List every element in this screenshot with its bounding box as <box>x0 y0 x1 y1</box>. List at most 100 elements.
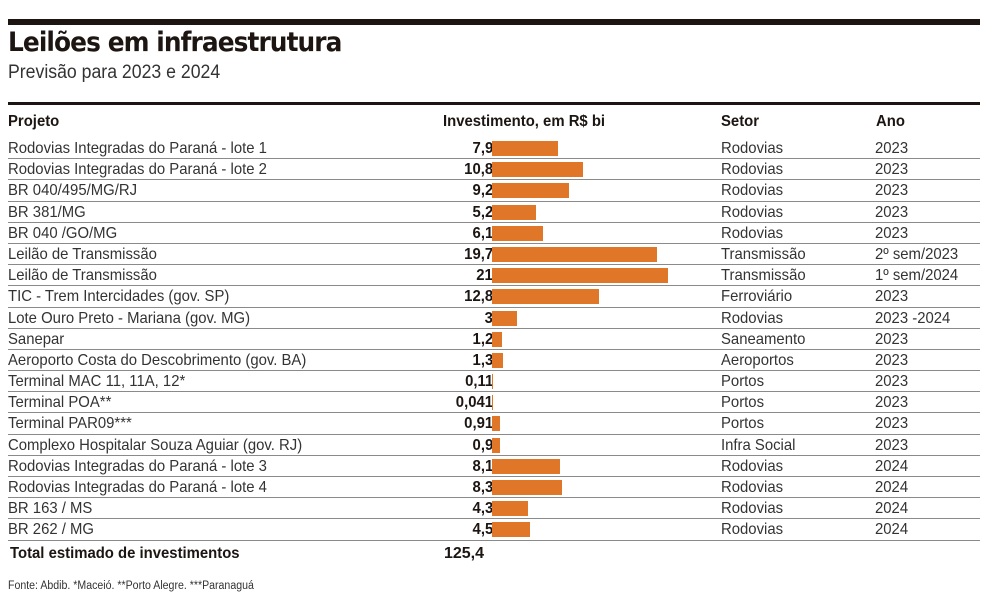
investment-value-label: 21 <box>476 267 493 285</box>
table-row: Rodovias Integradas do Paraná - lote 4 8,… <box>8 477 980 499</box>
year-label: 2023 <box>875 288 909 306</box>
table-row: Complexo Hospitalar Souza Aguiar (gov. R… <box>8 435 980 456</box>
table-row: Lote Ouro Preto - Mariana (gov. MG) 3 Rodo… <box>8 308 980 329</box>
investment-bar <box>492 225 544 241</box>
investment-bar <box>492 395 493 411</box>
investment-bar <box>492 458 560 474</box>
year-label: 2º sem/2023 <box>875 245 959 263</box>
table-row: Sanepar 1,2 Saneamento 2023 <box>8 329 980 350</box>
project-name: Sanepar <box>8 330 65 348</box>
chart-subtitle: Previsão para 2023 e 2024 <box>8 62 221 83</box>
investment-bar <box>492 289 600 305</box>
table-row: Terminal POA** 0,041 Portos 2023 <box>8 392 980 414</box>
investment-bar <box>492 416 500 432</box>
year-label: 2023 -2024 <box>875 309 951 327</box>
project-name: BR 262 / MG <box>8 521 95 539</box>
table-row: Leilão de Transmissão 19,7 Transmissão 2º s… <box>8 244 980 266</box>
investment-bar <box>492 204 536 220</box>
year-label: 2024 <box>875 500 909 518</box>
investment-value-label: 0,041 <box>455 394 493 412</box>
project-name: Complexo Hospitalar Souza Aguiar (gov. R… <box>8 436 303 454</box>
investment-value-label: 7,9 <box>472 140 493 157</box>
table-row: Leilão de Transmissão 21 Transmissão 1º sem… <box>8 265 980 287</box>
sector-label: Portos <box>721 394 765 412</box>
investment-bar <box>492 268 668 284</box>
investment-bar <box>492 522 530 538</box>
project-name: Rodovias Integradas do Paraná - lote 3 <box>8 457 267 475</box>
year-label: 2023 <box>875 373 909 391</box>
table-row: Terminal MAC 11, 11A, 12* 0,11 Portos 2023 <box>8 371 980 393</box>
year-label: 2023 <box>875 436 909 454</box>
column-header-project: Projeto <box>8 113 60 130</box>
table-row: BR 163 / MS 4,3 Rodovias 2024 <box>8 498 980 520</box>
total-value: 125,4 <box>443 545 484 562</box>
investment-value-label: 0,91 <box>464 415 493 433</box>
investment-value-label: 10,8 <box>464 161 493 179</box>
investment-bar <box>492 480 562 495</box>
project-name: BR 163 / MS <box>8 500 93 518</box>
sector-label: Rodovias <box>721 224 784 242</box>
year-label: 1º sem/2024 <box>875 267 959 285</box>
investment-value-label: 6,1 <box>472 224 493 242</box>
project-name: TIC - Trem Intercidades (gov. SP) <box>8 288 230 306</box>
total-label: Total estimado de investimentos <box>10 545 240 562</box>
table-row: BR 381/MG 5,2 Rodovias 2023 <box>8 202 980 223</box>
investment-bar <box>492 437 500 453</box>
investment-bar <box>492 162 583 178</box>
investment-value-label: 8,3 <box>472 479 493 496</box>
project-name: Leilão de Transmissão <box>8 245 157 263</box>
table-body: Rodovias Integradas do Paraná - lote 1 7,… <box>8 138 980 541</box>
sector-label: Portos <box>721 373 765 391</box>
table-row: TIC - Trem Intercidades (gov. SP) 12,8 Fer… <box>8 286 980 308</box>
investment-value-label: 5,2 <box>472 203 493 221</box>
investment-value-label: 0,11 <box>464 373 493 391</box>
column-header-investment: Investimento, em R$ bi <box>443 113 606 130</box>
project-name: BR 381/MG <box>8 203 86 221</box>
year-label: 2023 <box>875 330 909 348</box>
investment-value-label: 0,9 <box>472 436 493 454</box>
investment-bar <box>492 331 503 347</box>
chart-title: Leilões em infraestrutura <box>8 27 342 58</box>
investment-bar <box>492 374 493 390</box>
investment-bar <box>492 246 658 262</box>
year-label: 2023 <box>875 394 909 412</box>
investment-value-label: 12,8 <box>464 288 493 306</box>
sector-label: Rodovias <box>721 161 784 179</box>
sector-label: Rodovias <box>721 203 784 221</box>
top-rule <box>8 19 980 25</box>
investment-bar <box>492 141 559 156</box>
investment-value-label: 1,2 <box>472 330 493 348</box>
sector-label: Rodovias <box>721 521 784 539</box>
table-row: Terminal PAR09*** 0,91 Portos 2023 <box>8 413 980 435</box>
sector-label: Ferroviário <box>721 288 793 306</box>
investment-value-label: 4,5 <box>472 521 493 539</box>
year-label: 2023 <box>875 182 909 200</box>
project-name: BR 040 /GO/MG <box>8 224 118 242</box>
sector-label: Infra Social <box>721 436 796 454</box>
year-label: 2024 <box>875 479 909 496</box>
investment-bar <box>492 501 529 517</box>
sector-label: Portos <box>721 415 765 433</box>
sector-label: Saneamento <box>721 330 806 348</box>
project-name: Rodovias Integradas do Paraná - lote 2 <box>8 161 267 179</box>
table-row: Aeroporto Costa do Descobrimento (gov. B… <box>8 350 980 372</box>
year-label: 2024 <box>875 457 909 475</box>
sector-label: Transmissão <box>721 267 806 285</box>
project-name: Terminal POA** <box>8 394 112 412</box>
investment-value-label: 4,3 <box>472 500 493 518</box>
investment-value-label: 9,2 <box>472 182 493 200</box>
sector-label: Rodovias <box>721 457 784 475</box>
project-name: Rodovias Integradas do Paraná - lote 4 <box>8 479 267 496</box>
project-name: Rodovias Integradas do Paraná - lote 1 <box>8 140 267 157</box>
sector-label: Rodovias <box>721 309 784 327</box>
table-row: BR 040 /GO/MG 6,1 Rodovias 2023 <box>8 223 980 244</box>
table-row: BR 262 / MG 4,5 Rodovias 2024 <box>8 519 980 541</box>
investment-bar <box>492 183 570 199</box>
sector-label: Rodovias <box>721 500 784 518</box>
year-label: 2023 <box>875 224 909 242</box>
column-header-sector: Setor <box>721 113 760 130</box>
source-note: Fonte: Abdib. *Maceió. **Porto Alegre. *… <box>8 580 254 592</box>
project-name: Lote Ouro Preto - Mariana (gov. MG) <box>8 309 251 327</box>
year-label: 2023 <box>875 203 909 221</box>
project-name: Leilão de Transmissão <box>8 267 157 285</box>
